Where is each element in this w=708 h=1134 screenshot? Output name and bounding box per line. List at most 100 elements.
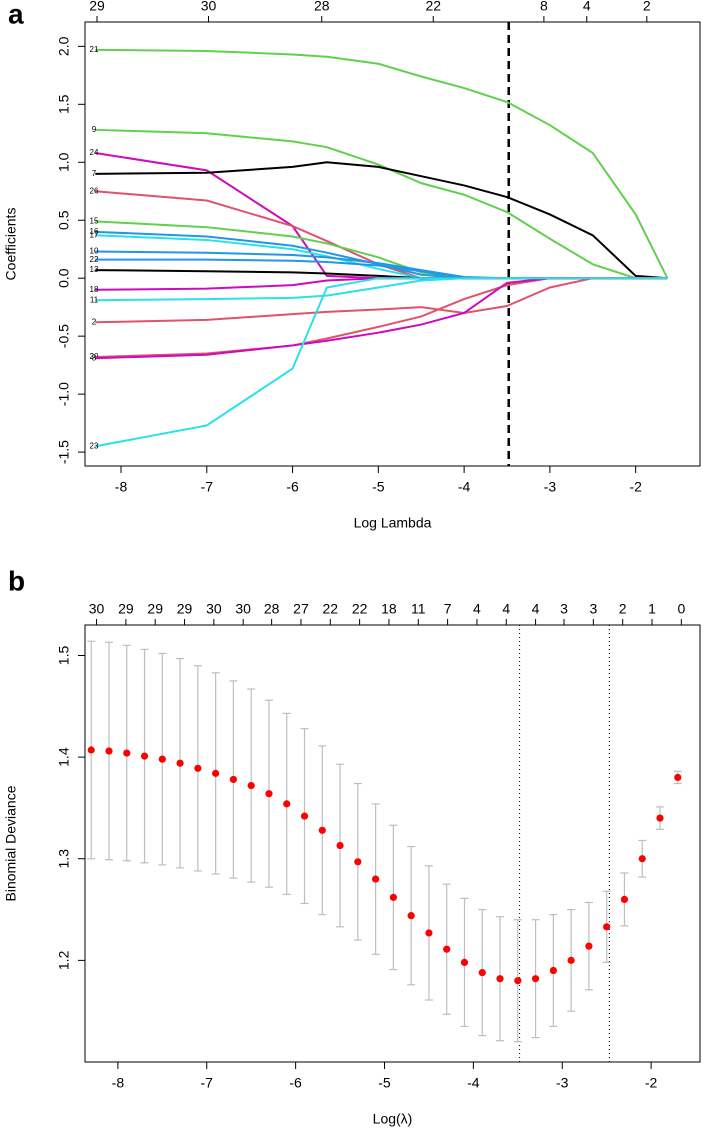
point: [531, 975, 540, 983]
coef-path: [95, 269, 668, 280]
top-tick-label: 30: [206, 601, 222, 617]
point: [514, 977, 522, 985]
coef-path: [95, 48, 669, 279]
point: [372, 875, 380, 883]
top-tick-label: 1: [648, 601, 656, 617]
coef-path: [95, 128, 668, 280]
path-label: 2: [92, 317, 97, 326]
path-label: 18: [90, 285, 99, 294]
point: [389, 893, 397, 901]
x-tick-label: -2: [629, 479, 642, 495]
y-tick-label: 1.5: [56, 646, 72, 666]
point: [105, 747, 113, 755]
x-tick-label: -7: [201, 1075, 214, 1091]
coef-path: [95, 277, 668, 448]
top-tick-label: 18: [381, 601, 397, 617]
path-label: 13: [90, 265, 99, 274]
top-tick-label: 30: [201, 0, 217, 14]
path-label: 7: [92, 169, 97, 178]
y-tick-label: 1.5: [56, 94, 72, 114]
point: [638, 855, 646, 863]
x-tick-label: -8: [115, 479, 128, 495]
x-axis-label: Log Lambda: [354, 515, 432, 531]
x-tick-label: -4: [458, 479, 471, 495]
path-label: 20: [90, 352, 99, 361]
point: [425, 929, 433, 937]
point: [247, 781, 255, 790]
point: [318, 826, 326, 834]
path-label: 10: [90, 247, 99, 256]
path-label: 11: [90, 295, 99, 304]
x-tick-label: -5: [378, 1075, 391, 1091]
path-label: 24: [90, 148, 99, 157]
point: [407, 912, 415, 920]
panel-label: b: [8, 565, 25, 596]
x-tick-label: -3: [556, 1075, 569, 1091]
y-axis-label: Coefficients: [3, 208, 19, 281]
x-tick-label: -6: [286, 479, 299, 495]
y-tick-label: -0.5: [56, 324, 72, 348]
y-tick-label: 1.4: [56, 747, 72, 767]
path-label: 23: [90, 441, 99, 450]
top-tick-label: 27: [293, 601, 309, 617]
x-tick-label: -6: [289, 1075, 302, 1091]
coef-path: [95, 277, 668, 360]
y-tick-label: 0.0: [56, 268, 72, 288]
y-tick-label: 1.3: [56, 849, 72, 869]
point: [176, 759, 184, 767]
top-tick-label: 28: [264, 601, 280, 617]
top-tick-label: 2: [643, 0, 651, 14]
point: [229, 775, 238, 784]
top-tick-label: 30: [89, 601, 105, 617]
path-label: 22: [90, 255, 99, 264]
path-label: 15: [90, 217, 99, 226]
top-tick-label: 4: [502, 601, 510, 617]
top-tick-label: 2: [619, 601, 627, 617]
point: [283, 800, 291, 808]
point: [443, 945, 451, 953]
y-tick-label: -1.0: [56, 382, 72, 406]
point: [585, 942, 593, 950]
x-axis-label: Log(λ): [373, 1111, 413, 1127]
y-tick-label: -1.5: [56, 440, 72, 464]
top-tick-label: 28: [314, 0, 330, 14]
point: [212, 769, 220, 777]
point: [603, 923, 611, 931]
y-axis-label: Binomial Deviance: [3, 785, 19, 901]
point: [123, 749, 131, 757]
point: [496, 975, 504, 983]
top-tick-label: 30: [235, 601, 251, 617]
y-tick-label: 1.2: [56, 950, 72, 970]
top-tick-label: 22: [322, 601, 338, 617]
y-tick-label: 0.5: [56, 210, 72, 230]
top-tick-label: 4: [583, 0, 591, 14]
coef-path: [95, 277, 668, 359]
top-tick-label: 7: [444, 601, 452, 617]
top-tick-label: 8: [540, 0, 548, 14]
top-tick-label: 4: [473, 601, 481, 617]
top-tick-label: 22: [425, 0, 441, 14]
plot-frame: [84, 21, 701, 467]
top-tick-label: 22: [352, 601, 368, 617]
x-tick-label: -4: [467, 1075, 480, 1091]
top-tick-label: 29: [147, 601, 163, 617]
point: [194, 764, 202, 772]
point: [265, 790, 273, 798]
top-tick-label: 29: [89, 0, 105, 14]
top-tick-label: 0: [677, 601, 685, 617]
y-tick-label: 1.0: [56, 152, 72, 172]
x-tick-label: -8: [112, 1075, 125, 1091]
point: [87, 746, 95, 754]
path-label: 26: [90, 186, 99, 195]
point: [336, 841, 344, 850]
point: [478, 968, 486, 977]
x-tick-label: -3: [544, 479, 557, 495]
panel-label: a: [8, 0, 24, 29]
point: [300, 812, 309, 820]
top-tick-label: 29: [177, 601, 193, 617]
y-tick-label: 2.0: [56, 36, 72, 56]
path-label: 9: [92, 125, 97, 134]
path-label: 17: [90, 230, 99, 239]
point: [549, 966, 557, 975]
